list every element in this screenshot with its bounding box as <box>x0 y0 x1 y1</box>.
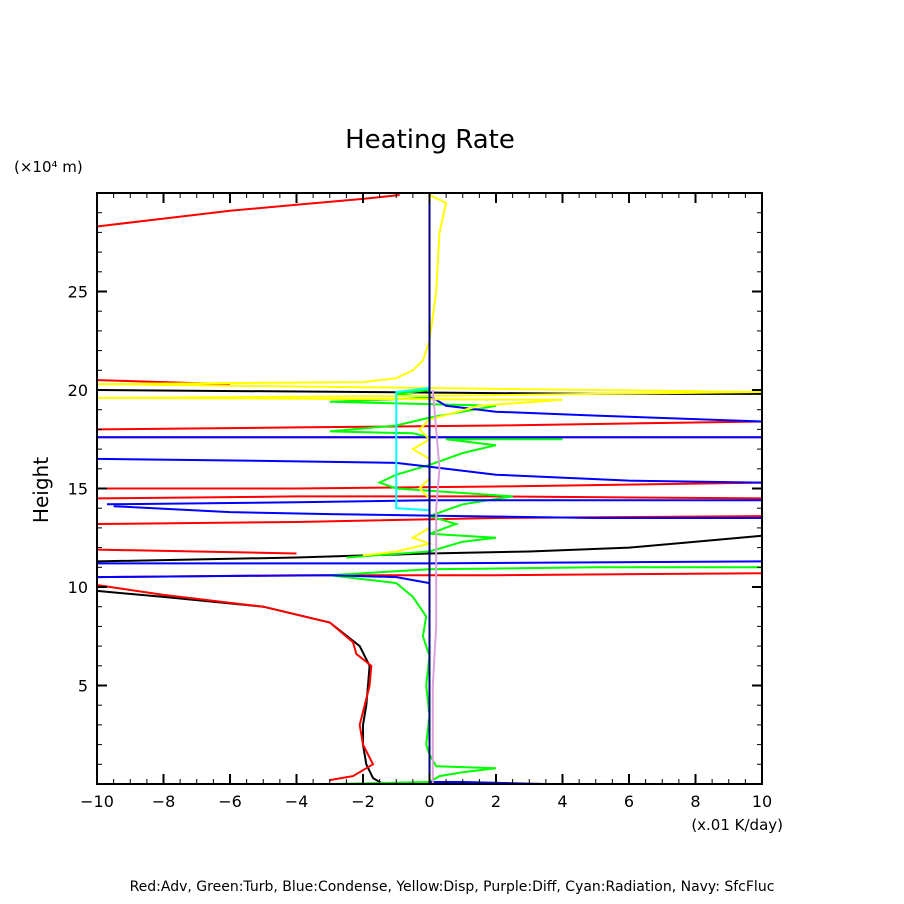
series-line-total-upper <box>96 534 763 563</box>
x-tick-label: −2 <box>351 792 375 811</box>
series-line-condense-layers-1 <box>96 574 430 585</box>
series-line-condense-layers-4 <box>106 499 762 506</box>
legend-text: Red:Adv, Green:Turb, Blue:Condense, Yell… <box>130 879 775 895</box>
x-tick-label: 6 <box>624 792 634 811</box>
y-axis-label: Height <box>29 457 53 523</box>
series-layer <box>96 193 763 785</box>
series-line-condense-layers-7 <box>428 395 763 423</box>
y-tick-label: 5 <box>78 677 88 696</box>
y-tick-label: 20 <box>68 381 88 400</box>
series-line-adv <box>96 584 375 782</box>
series-line-condense-layers-3 <box>113 505 762 519</box>
chart-title: Heating Rate <box>345 125 515 155</box>
series-line-turb <box>329 566 762 785</box>
y-tick-label: 25 <box>68 283 88 302</box>
x-tick-label: 0 <box>424 792 434 811</box>
x-tick-label: −6 <box>218 792 242 811</box>
series-line-adv-layers-2 <box>96 548 297 555</box>
y-tick-label: 15 <box>68 480 88 499</box>
x-tick-label: −4 <box>285 792 309 811</box>
x-tick-label: 2 <box>491 792 501 811</box>
x-axis-unit: (x.01 K/day) <box>691 816 783 834</box>
series-line-adv-top <box>96 194 400 228</box>
y-axis-unit: (×10⁴ m) <box>14 158 83 176</box>
x-tick-label: −10 <box>80 792 114 811</box>
x-tick-label: 8 <box>690 792 700 811</box>
y-tick-label: 10 <box>68 578 88 597</box>
series-line-diff <box>431 389 441 784</box>
x-tick-label: −8 <box>152 792 176 811</box>
x-tick-label: 10 <box>752 792 772 811</box>
series-line-radiation <box>395 387 430 512</box>
x-tick-label: 4 <box>557 792 567 811</box>
axes-layer: −10 −8 −6 −4 −2 0 2 4 6 8 10 5 10 15 20 25 <box>68 192 772 811</box>
series-line-total <box>96 589 384 785</box>
